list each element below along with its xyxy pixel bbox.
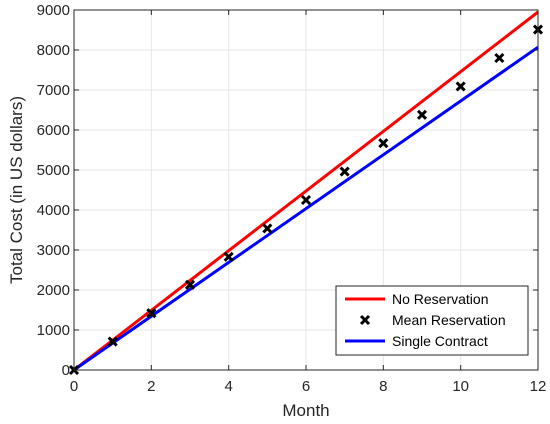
x-tick-label: 4: [224, 378, 232, 395]
legend-label-single-contract: Single Contract: [392, 333, 488, 349]
data-point-mean-reservation: [494, 52, 505, 64]
legend-label-no-reservation: No Reservation: [392, 291, 489, 307]
x-tick-label: 2: [147, 378, 155, 395]
x-tick-label: 0: [70, 378, 78, 395]
y-tick-label: 1000: [37, 322, 70, 339]
data-point-mean-reservation: [223, 251, 234, 262]
y-tick-label: 8000: [37, 42, 70, 59]
data-point-mean-reservation: [262, 223, 273, 234]
y-tick-label: 0: [62, 362, 70, 379]
series-layer: [68, 10, 544, 376]
data-point-mean-reservation: [339, 166, 350, 177]
y-tick-label: 3000: [37, 242, 70, 259]
x-tick-label: 6: [302, 378, 310, 395]
x-axis-title: Month: [282, 401, 329, 420]
y-axis-ticks: 0 1000 2000 3000 4000 5000 6000 7000 8000 9000: [37, 2, 538, 379]
series-line-no-reservation: [73, 10, 539, 372]
x-tick-label: 8: [379, 378, 387, 395]
x-tick-label: 10: [452, 378, 469, 395]
y-tick-label: 5000: [37, 162, 70, 179]
data-point-mean-reservation: [455, 81, 466, 92]
y-tick-label: 7000: [37, 82, 70, 99]
data-point-mean-reservation: [184, 279, 196, 290]
data-point-mean-reservation: [300, 194, 312, 206]
x-axis-ticks: 0 2 4 6 8 10 12: [70, 10, 547, 395]
x-tick-label: 12: [530, 378, 547, 395]
series-line-single-contract: [73, 45, 539, 372]
y-tick-label: 4000: [37, 202, 70, 219]
legend-label-mean-reservation: Mean Reservation: [392, 312, 506, 328]
legend-swatch-mean-reservation: [359, 314, 371, 326]
y-axis-title: Total Cost (in US dollars): [7, 96, 26, 284]
legend: No Reservation Mean Reservation Single C…: [335, 285, 529, 356]
data-point-mean-reservation: [378, 138, 389, 149]
y-tick-label: 6000: [37, 122, 70, 139]
data-point-mean-reservation: [146, 308, 157, 319]
y-tick-label: 2000: [37, 282, 70, 299]
data-point-mean-reservation: [107, 336, 118, 347]
data-point-mean-reservation: [416, 109, 428, 120]
y-tick-label: 9000: [37, 2, 70, 19]
